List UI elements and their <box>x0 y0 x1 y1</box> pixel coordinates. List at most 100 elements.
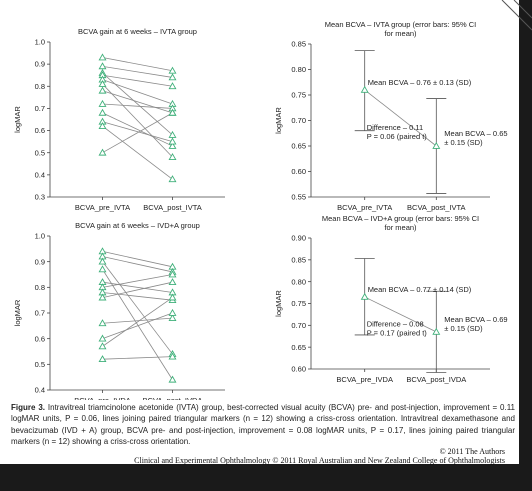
x-tick-label: BCVA_post_IVTA <box>407 203 466 212</box>
pre-marker <box>98 342 107 350</box>
post-marker <box>168 375 177 383</box>
mean-post-annotation: Mean BCVA – 0.69 <box>444 315 507 324</box>
pre-marker <box>98 86 107 94</box>
y-tick-label: 0.9 <box>35 60 45 69</box>
pair-line <box>102 356 173 360</box>
page-corner-decoration <box>501 0 532 31</box>
post-marker <box>168 352 177 360</box>
pair-line <box>102 317 173 324</box>
mean-pre-annotation: Mean BCVA – 0.77 ± 0.14 (SD) <box>368 285 472 294</box>
pair-line <box>102 74 173 87</box>
caption-text: Intravitreal triamcinolone acetonide (IV… <box>11 403 516 446</box>
mean-line <box>364 296 437 333</box>
pair-line <box>102 112 173 154</box>
mean-post-sd-annotation: ± 0.15 (SD) <box>444 324 483 333</box>
post-marker <box>168 73 177 81</box>
pair-line <box>102 121 173 143</box>
pre-marker <box>98 122 107 129</box>
pair-line <box>102 65 173 78</box>
post-marker <box>168 66 177 74</box>
y-tick-label: 0.85 <box>291 40 306 49</box>
post-marker <box>168 308 177 316</box>
post-marker <box>168 141 177 149</box>
y-tick-label: 1.0 <box>35 38 45 47</box>
x-tick-label: BCVA_pre_IVDA <box>74 396 131 400</box>
pair-line <box>102 292 173 301</box>
y-tick-label: 0.85 <box>291 255 306 264</box>
y-axis-label: logMAR <box>274 107 283 134</box>
y-tick-label: 0.65 <box>291 343 306 352</box>
y-tick-label: 0.4 <box>35 386 45 395</box>
pair-line <box>102 125 173 180</box>
post-marker <box>168 314 177 321</box>
y-tick-label: 0.4 <box>35 170 45 179</box>
x-tick-label: BCVA_post_IVTA <box>143 203 202 212</box>
chart-title: Mean BCVA – IVD+A group (error bars: 95%… <box>322 214 479 223</box>
p-value-annotation: P = 0.17 (paired t) <box>367 328 428 337</box>
y-tick-label: 0.60 <box>291 365 306 374</box>
x-tick-label: BCVA_pre_IVTA <box>337 203 392 212</box>
y-axis-label: logMAR <box>13 106 22 133</box>
mean-line <box>364 89 437 147</box>
pre-marker <box>98 319 107 327</box>
pre-marker <box>98 62 107 70</box>
y-tick-label: 0.65 <box>291 142 306 151</box>
y-tick-label: 0.8 <box>35 82 45 91</box>
y-tick-label: 0.70 <box>291 116 306 125</box>
pair-line <box>102 79 173 105</box>
chart-title: for mean) <box>384 29 417 38</box>
y-tick-label: 0.6 <box>35 334 45 343</box>
mean-pre-annotation: Mean BCVA – 0.76 ± 0.13 (SD) <box>368 78 472 87</box>
y-axis-label: logMAR <box>13 299 22 326</box>
pair-line <box>102 261 173 355</box>
x-tick-label: BCVA_post_IVDA <box>406 375 466 384</box>
chart-title: BCVA gain at 6 weeks – IVD+A group <box>75 221 200 230</box>
mean-marker-post <box>432 327 441 335</box>
post-marker <box>168 293 177 301</box>
y-tick-label: 0.75 <box>291 299 306 308</box>
pre-marker <box>98 99 107 107</box>
figure-page: 0.3 0.4 0.5 0.6 0.7 0.8 0.9 1.0 logMAR BCVA_pre_I… <box>0 0 519 465</box>
x-tick-label: BCVA_pre_IVTA <box>75 203 130 212</box>
mean-marker-pre <box>360 292 369 300</box>
difference-annotation: Difference – 0.08 <box>367 319 424 328</box>
y-tick-label: 0.7 <box>35 309 45 318</box>
chart-title: Mean BCVA – IVTA group (error bars: 95% … <box>325 20 476 29</box>
pair-line <box>102 269 173 380</box>
pair-line <box>102 103 173 109</box>
post-marker <box>168 82 177 90</box>
post-marker <box>168 137 177 145</box>
pair-line <box>102 90 173 114</box>
y-tick-label: 0.5 <box>35 360 45 369</box>
y-tick-label: 0.5 <box>35 148 45 157</box>
mean-post-sd-annotation: ± 0.15 (SD) <box>444 138 483 147</box>
pair-line <box>102 72 173 136</box>
y-tick-label: 0.7 <box>35 104 45 113</box>
y-tick-label: 0.55 <box>291 193 306 202</box>
pre-marker <box>98 79 107 87</box>
footer-copyright: © 2011 The Authors <box>439 447 505 456</box>
post-marker <box>168 130 177 138</box>
y-tick-label: 0.6 <box>35 126 45 135</box>
pair-line <box>102 281 173 293</box>
y-tick-label: 0.75 <box>291 91 306 100</box>
pair-line <box>102 112 173 147</box>
footer-journal: Clinical and Experimental Ophthalmology … <box>134 456 505 465</box>
y-tick-label: 0.70 <box>291 321 306 330</box>
y-tick-label: 0.80 <box>291 277 306 286</box>
y-tick-label: 0.80 <box>291 65 306 74</box>
mean-marker-post <box>432 141 441 149</box>
y-tick-label: 0.3 <box>35 193 45 202</box>
y-tick-label: 0.90 <box>291 234 306 243</box>
pair-line <box>102 281 173 298</box>
chart-title: BCVA gain at 6 weeks – IVTA group <box>78 27 197 36</box>
figure-panels: 0.3 0.4 0.5 0.6 0.7 0.8 0.9 1.0 logMAR BCVA_pre_I… <box>13 20 508 400</box>
pre-marker <box>98 293 107 301</box>
p-value-annotation: P = 0.06 (paired t) <box>367 132 428 141</box>
pre-marker <box>98 148 107 156</box>
post-marker <box>168 270 177 278</box>
y-tick-label: 0.9 <box>35 257 45 266</box>
post-marker <box>168 175 177 183</box>
mean-marker-pre <box>360 85 369 93</box>
caption-label: Figure 3. <box>11 403 46 412</box>
